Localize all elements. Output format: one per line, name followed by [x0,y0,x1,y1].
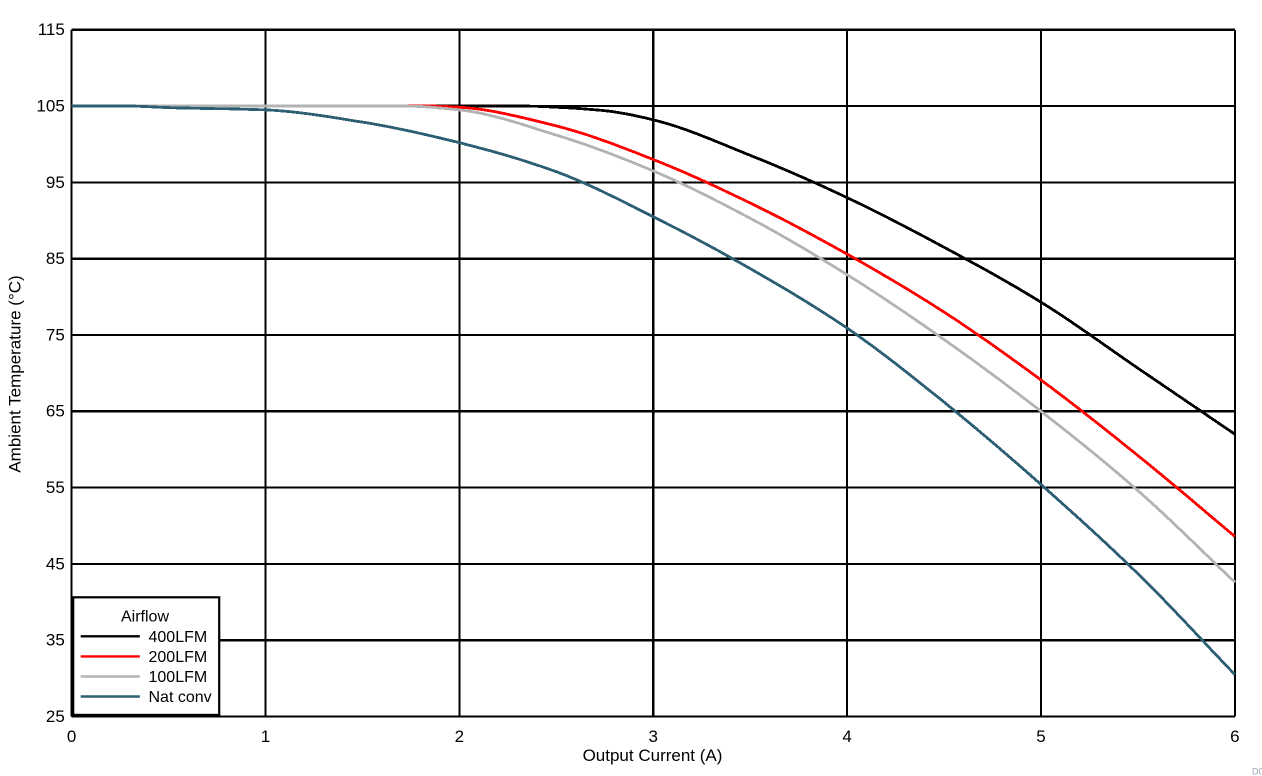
svg-text:105: 105 [36,97,64,116]
svg-text:25: 25 [46,707,65,726]
svg-text:Output Current (A): Output Current (A) [583,746,723,765]
svg-text:Ambient Temperature (°C): Ambient Temperature (°C) [5,275,24,472]
svg-text:1: 1 [261,727,270,746]
svg-text:5: 5 [1036,727,1045,746]
svg-text:75: 75 [46,325,65,344]
svg-text:Nat conv: Nat conv [149,689,212,706]
svg-text:35: 35 [46,631,65,650]
svg-text:45: 45 [46,554,65,573]
svg-text:Airflow: Airflow [121,609,169,626]
svg-text:400LFM: 400LFM [149,629,208,646]
svg-text:55: 55 [46,478,65,497]
svg-text:65: 65 [46,402,65,421]
svg-text:0: 0 [67,727,76,746]
svg-text:100LFM: 100LFM [149,669,208,686]
svg-text:200LFM: 200LFM [149,649,208,666]
svg-text:95: 95 [46,173,65,192]
svg-text:6: 6 [1230,727,1239,746]
svg-text:3: 3 [648,727,657,746]
svg-text:2: 2 [455,727,464,746]
svg-text:115: 115 [38,20,65,39]
svg-text:D001: D001 [1252,767,1262,776]
svg-text:85: 85 [46,249,65,268]
svg-text:4: 4 [842,727,851,746]
